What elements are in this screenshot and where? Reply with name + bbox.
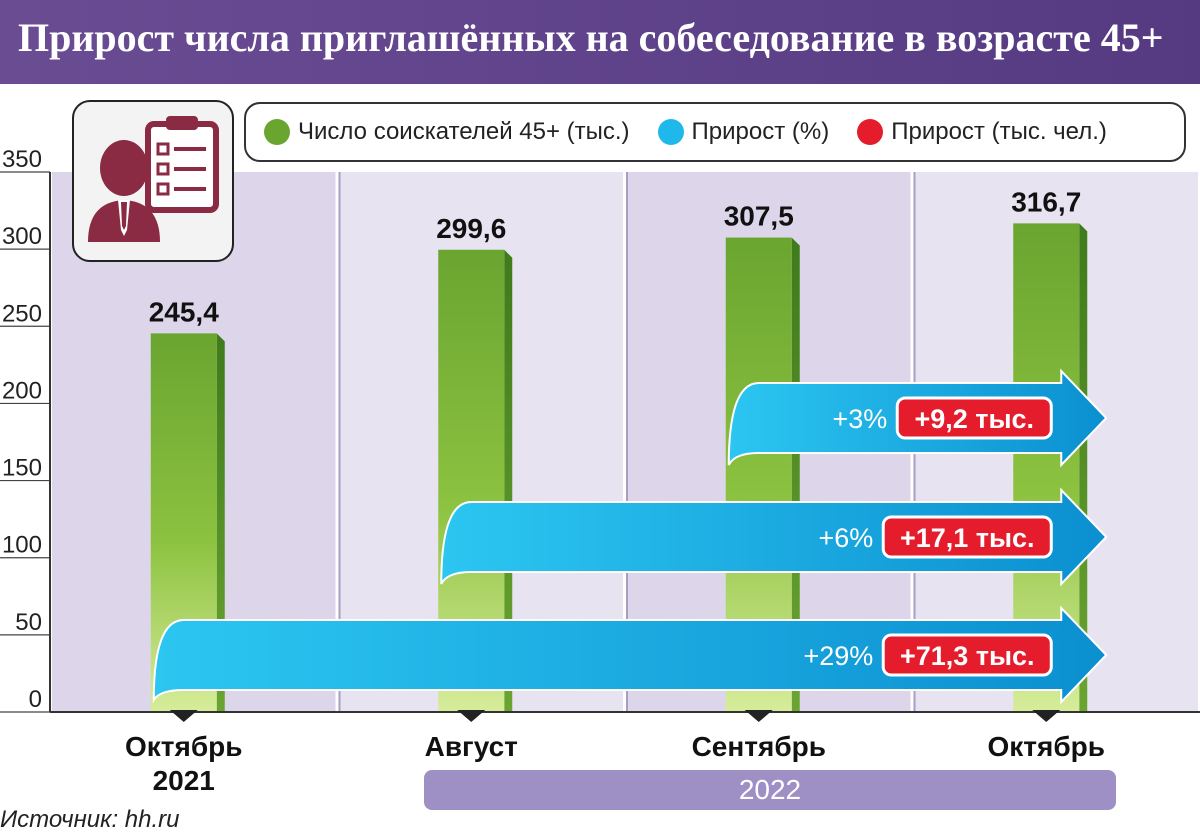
- growth-abs-label: +17,1 тыс.: [900, 523, 1035, 553]
- bar-value-label: 299,6: [436, 213, 506, 244]
- growth-arrow: [152, 605, 1108, 705]
- legend-label: Прирост (%): [691, 118, 830, 145]
- legend-label: Число соискателей 45+ (тыс.): [298, 118, 630, 145]
- growth-abs-label: +9,2 тыс.: [914, 404, 1034, 434]
- candidate-checklist-icon: [72, 100, 234, 262]
- legend-label: Прирост (тыс. чел.): [891, 118, 1107, 145]
- bar-side: [504, 249, 513, 712]
- x-category-label: Октябрь 2021: [84, 730, 284, 798]
- y-tick-label: 0: [29, 686, 42, 713]
- bar-value-label: 307,5: [724, 201, 794, 232]
- legend-item-percent: Прирост (%): [657, 118, 830, 146]
- bar-side: [791, 237, 800, 713]
- x-category-label: Сентябрь: [659, 730, 859, 764]
- x-category-line: Август: [424, 731, 518, 762]
- y-tick-label: 350: [2, 146, 42, 173]
- x-category-label: Октябрь: [946, 730, 1146, 764]
- chart-title: Прирост числа приглашённых на собеседова…: [18, 15, 1164, 60]
- legend-item-count: Число соискателей 45+ (тыс.): [264, 118, 630, 146]
- legend: Число соискателей 45+ (тыс.) Прирост (%)…: [244, 102, 1186, 162]
- chart-area: 0 50 100 150 200 250 300 350 245,4 299,6 307,5 316,…: [0, 146, 1200, 722]
- y-tick-label: 150: [2, 455, 42, 482]
- y-tick-label: 200: [2, 377, 42, 404]
- growth-abs-badge: [895, 396, 1053, 440]
- bar-value-label: 245,4: [149, 296, 219, 327]
- y-tick-label: 100: [2, 532, 42, 559]
- x-category-line: Сентябрь: [691, 731, 826, 762]
- bar-side: [1079, 223, 1088, 712]
- y-tick-label: 300: [2, 223, 42, 250]
- legend-swatch-green: [264, 119, 290, 145]
- y-tick-label: 50: [15, 609, 42, 636]
- legend-swatch-blue: [657, 119, 684, 145]
- legend-item-absolute: Прирост (тыс. чел.): [857, 118, 1107, 146]
- year-band: 2022: [424, 770, 1116, 810]
- growth-abs-label: +71,3 тыс.: [900, 641, 1035, 671]
- x-category-line: 2021: [152, 765, 215, 796]
- legend-swatch-red: [857, 119, 884, 145]
- x-category-label: Август: [371, 730, 571, 764]
- x-tick-marker: [457, 710, 486, 722]
- x-tick-marker: [744, 710, 773, 722]
- source-note: Источник: hh.ru: [0, 806, 180, 833]
- x-tick-marker: [1032, 710, 1061, 722]
- bar-value-label: 316,7: [1011, 186, 1081, 217]
- growth-abs-badge: [881, 515, 1053, 559]
- growth-percent-label: +29%: [803, 641, 873, 671]
- title-bar: Прирост числа приглашённых на собеседова…: [0, 0, 1200, 84]
- bar-side: [216, 333, 225, 712]
- growth-percent-label: +3%: [832, 404, 887, 434]
- growth-arrow: [440, 487, 1108, 587]
- x-category-line: Октябрь: [125, 731, 243, 762]
- growth-percent-label: +6%: [818, 523, 873, 553]
- growth-abs-badge: [881, 633, 1053, 677]
- x-category-line: Октябрь: [987, 731, 1105, 762]
- y-tick-label: 250: [2, 300, 42, 327]
- x-tick-marker: [169, 710, 198, 722]
